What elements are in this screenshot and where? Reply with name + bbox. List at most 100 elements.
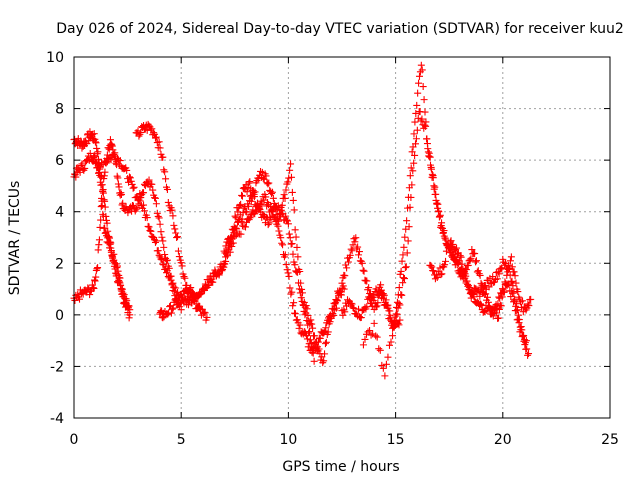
data-point	[155, 214, 163, 222]
data-point	[477, 301, 485, 309]
data-point	[493, 275, 501, 283]
data-point	[413, 126, 421, 134]
data-point	[309, 349, 317, 357]
y-axis-title: SDTVAR / TECUs	[7, 181, 23, 296]
data-point	[150, 129, 158, 137]
data-point	[99, 212, 107, 220]
data-point	[410, 159, 418, 167]
data-point	[474, 267, 482, 275]
data-point	[156, 144, 164, 152]
data-point	[524, 351, 532, 359]
data-point	[230, 223, 238, 231]
y-tick-label: 10	[46, 50, 64, 66]
data-point	[121, 298, 129, 306]
data-point	[108, 142, 116, 150]
x-tick-label: 10	[279, 432, 297, 448]
data-point	[275, 227, 283, 235]
series-s2	[70, 149, 134, 314]
data-point	[232, 214, 240, 222]
data-point	[527, 295, 535, 303]
data-point	[385, 341, 393, 349]
data-point	[311, 338, 319, 346]
data-point	[435, 208, 443, 216]
data-point	[90, 152, 98, 160]
data-point	[415, 72, 423, 80]
data-point	[452, 257, 460, 265]
data-point	[140, 201, 148, 209]
data-point	[105, 145, 113, 153]
data-point	[169, 304, 177, 312]
data-point	[456, 252, 464, 260]
data-point	[399, 279, 407, 287]
data-point	[108, 141, 116, 149]
data-point	[357, 314, 365, 322]
data-point	[402, 263, 410, 271]
data-point	[489, 312, 497, 320]
data-point	[237, 230, 245, 238]
data-point	[177, 259, 185, 267]
data-point	[249, 189, 257, 197]
data-point	[346, 251, 354, 259]
data-point	[174, 247, 182, 255]
data-point	[118, 201, 126, 209]
data-point	[462, 272, 470, 280]
data-point	[442, 257, 450, 265]
data-point	[89, 284, 97, 292]
data-point	[438, 270, 446, 278]
data-point	[364, 328, 372, 336]
data-point	[287, 173, 295, 181]
data-point	[321, 340, 329, 348]
data-point	[92, 139, 100, 147]
data-point	[110, 150, 118, 158]
data-point	[373, 333, 381, 341]
data-point	[500, 288, 508, 296]
data-point	[292, 267, 300, 275]
data-point	[140, 207, 148, 215]
data-point	[512, 307, 520, 315]
data-point	[169, 279, 177, 287]
data-point	[503, 271, 511, 279]
data-point	[355, 251, 363, 259]
data-point	[398, 257, 406, 265]
data-point	[90, 130, 98, 138]
data-point	[510, 297, 518, 305]
data-point	[284, 269, 292, 277]
data-point	[171, 225, 179, 233]
data-point	[242, 223, 250, 231]
data-point	[245, 202, 253, 210]
data-point	[520, 332, 528, 340]
data-point	[91, 152, 99, 160]
data-point	[523, 345, 531, 353]
data-point	[320, 329, 328, 337]
data-point	[309, 324, 317, 332]
data-point	[322, 324, 330, 332]
data-point	[151, 238, 159, 246]
series-s11	[426, 237, 530, 347]
data-point	[310, 357, 318, 365]
data-point	[110, 250, 118, 258]
data-point	[243, 208, 251, 216]
data-point	[344, 258, 352, 266]
data-point	[238, 222, 246, 230]
data-point	[293, 316, 301, 324]
data-point	[282, 186, 290, 194]
data-point	[374, 299, 382, 307]
data-point	[410, 130, 418, 138]
data-point	[341, 308, 349, 316]
data-point	[149, 186, 157, 194]
data-point	[341, 272, 349, 280]
data-point	[482, 290, 490, 298]
data-point	[117, 281, 125, 289]
data-point	[91, 277, 99, 285]
data-point	[413, 101, 421, 109]
data-point	[103, 158, 111, 166]
data-point	[214, 270, 222, 278]
data-point	[103, 219, 111, 227]
data-point	[358, 259, 366, 267]
data-point	[359, 266, 367, 274]
data-point	[375, 345, 383, 353]
data-point	[359, 341, 367, 349]
data-point	[510, 268, 518, 276]
data-point	[372, 303, 380, 311]
data-point	[96, 178, 104, 186]
